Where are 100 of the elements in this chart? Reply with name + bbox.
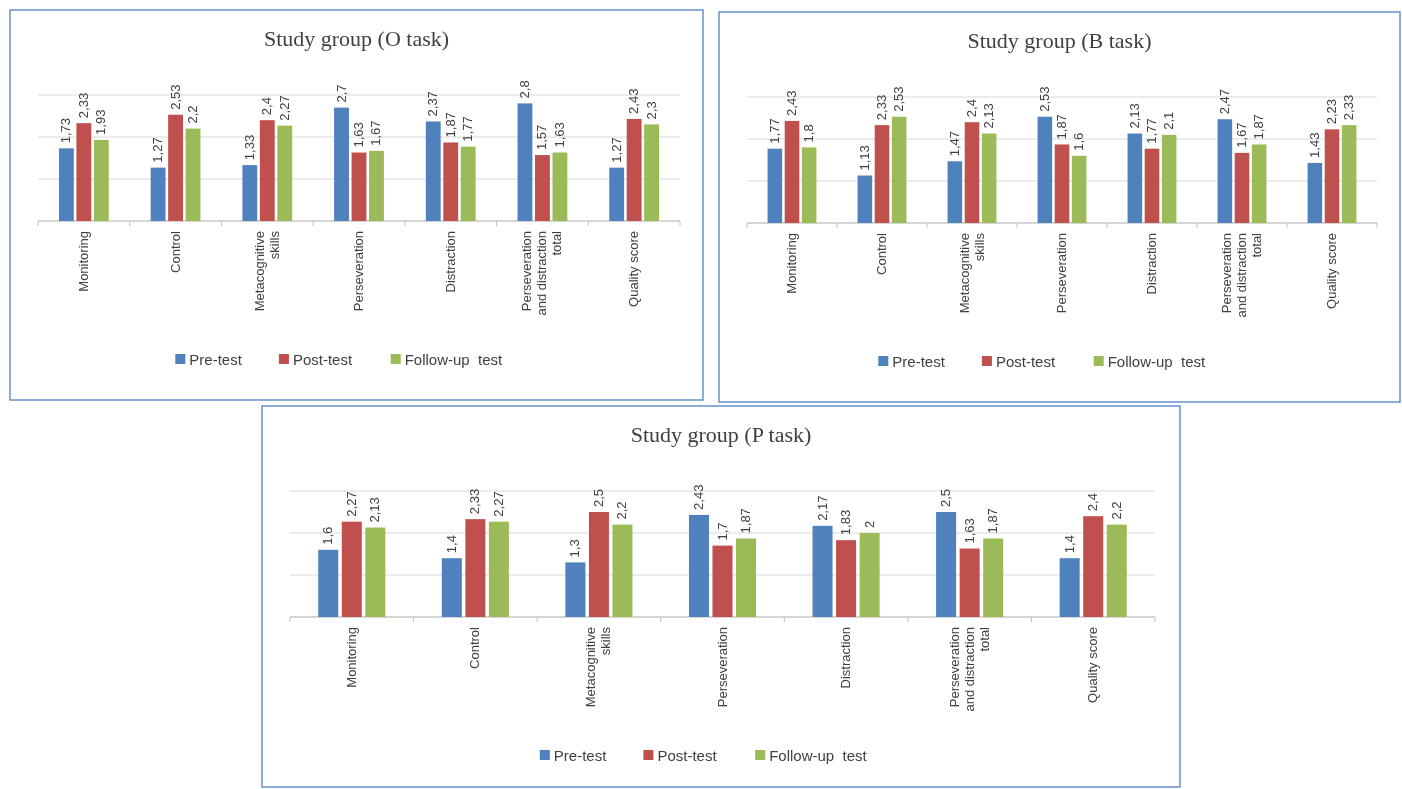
bar — [150, 167, 166, 221]
bar — [1341, 125, 1357, 223]
x-tick-label: Distraction — [442, 231, 458, 293]
data-label: 1,47 — [946, 130, 962, 157]
bar — [1324, 129, 1340, 223]
data-label: 2,53 — [1036, 86, 1052, 112]
data-label: 1,8 — [801, 124, 817, 143]
data-label: 1,87 — [1054, 114, 1069, 140]
x-tick-label: Perseveration — [351, 231, 366, 312]
bar — [185, 128, 201, 221]
bar — [612, 524, 633, 617]
data-label: 2 — [861, 520, 877, 528]
data-label: 2,27 — [276, 95, 292, 121]
data-label: 1,33 — [241, 134, 257, 161]
x-tick-label: Metacognitive skills — [956, 232, 987, 314]
data-label: 2,53 — [167, 84, 183, 110]
bar — [891, 116, 907, 223]
data-label: 2,5 — [938, 488, 954, 507]
bar — [801, 147, 817, 223]
data-label: 1,43 — [1306, 132, 1322, 158]
bar — [1234, 152, 1250, 223]
data-label: 1,7 — [714, 522, 730, 541]
legend-label: Post-test — [995, 353, 1056, 370]
bar — [644, 124, 660, 221]
legend-label: Follow-up test — [769, 747, 868, 764]
bar — [1106, 524, 1127, 617]
x-tick-label: Quality score — [1085, 627, 1101, 703]
x-tick-label: Metacognitive skills — [251, 230, 282, 312]
bar — [859, 533, 880, 617]
chart-title: Study group (B task) — [967, 28, 1152, 53]
chart-title: Study group (P task) — [630, 422, 812, 447]
data-label: 1,27 — [608, 137, 624, 163]
data-label: 2,2 — [1108, 501, 1124, 520]
data-label: 2,23 — [1324, 99, 1339, 125]
data-label: 2,53 — [891, 86, 907, 112]
x-tick-label: Distraction — [1144, 233, 1159, 295]
x-tick-label: Monitoring — [75, 231, 91, 292]
bar — [1307, 162, 1323, 223]
data-label: 2,37 — [425, 91, 441, 117]
bar — [1054, 144, 1070, 223]
bar — [936, 512, 957, 617]
data-label: 1,6 — [1071, 132, 1087, 151]
bar — [259, 120, 275, 221]
bar — [874, 125, 890, 223]
bar — [93, 139, 109, 221]
data-label: 2,4 — [259, 97, 275, 116]
x-tick-label: Perseveration — [1054, 233, 1069, 314]
chart-title: Study group (O task) — [263, 26, 450, 51]
data-label: 2,17 — [814, 495, 830, 521]
data-label: 2,13 — [367, 497, 383, 523]
legend-label: Follow-up test — [404, 351, 504, 368]
data-label: 2,4 — [1085, 493, 1101, 512]
bar — [443, 142, 459, 221]
data-label: 1,77 — [460, 116, 476, 142]
bar — [334, 107, 349, 221]
data-label: 1,27 — [150, 137, 166, 163]
data-label: 1,87 — [738, 508, 754, 534]
legend-label: Post-test — [292, 351, 353, 368]
bar — [168, 114, 183, 221]
bar — [736, 538, 757, 617]
bar — [535, 155, 550, 221]
data-label: 1,4 — [1061, 535, 1077, 554]
bar — [341, 521, 362, 617]
bar — [1059, 558, 1080, 617]
bar — [277, 125, 293, 221]
bar — [983, 538, 1004, 617]
bar — [626, 118, 642, 221]
x-tick-label: Perseveration and distraction total — [1219, 232, 1264, 318]
data-label: 2,27 — [490, 491, 506, 517]
x-tick-label: Control — [167, 230, 183, 273]
data-label: 2,13 — [981, 103, 997, 129]
data-label: 2,33 — [75, 92, 91, 119]
x-tick-label: Monitoring — [343, 627, 359, 688]
legend-label: Pre-test — [892, 353, 946, 370]
bar — [441, 558, 462, 617]
x-tick-label: Control — [467, 626, 483, 669]
bar — [460, 146, 476, 221]
x-tick-label: Perseveration and distraction total — [946, 626, 992, 712]
bar — [1161, 134, 1177, 223]
bar — [712, 545, 733, 617]
bar — [688, 514, 709, 617]
bar — [1144, 148, 1160, 223]
data-label: 1,93 — [93, 109, 109, 135]
x-tick-label: Perseveration and distraction total — [519, 230, 565, 316]
data-label: 1,57 — [534, 124, 550, 151]
bar — [981, 133, 997, 223]
x-tick-label: Distraction — [838, 627, 854, 689]
bar — [58, 148, 74, 221]
data-label: 2,43 — [784, 90, 799, 116]
data-label: 1,67 — [368, 120, 384, 146]
data-label: 2,8 — [516, 80, 532, 99]
bar — [588, 512, 609, 617]
bar — [488, 521, 509, 617]
data-label: 1,73 — [58, 118, 74, 144]
data-label: 1,87 — [1251, 114, 1267, 140]
bar — [947, 161, 963, 223]
x-tick-label: Control — [874, 232, 889, 275]
data-label: 2,2 — [185, 105, 201, 124]
bar — [369, 150, 384, 221]
data-label: 1,67 — [1234, 122, 1249, 148]
